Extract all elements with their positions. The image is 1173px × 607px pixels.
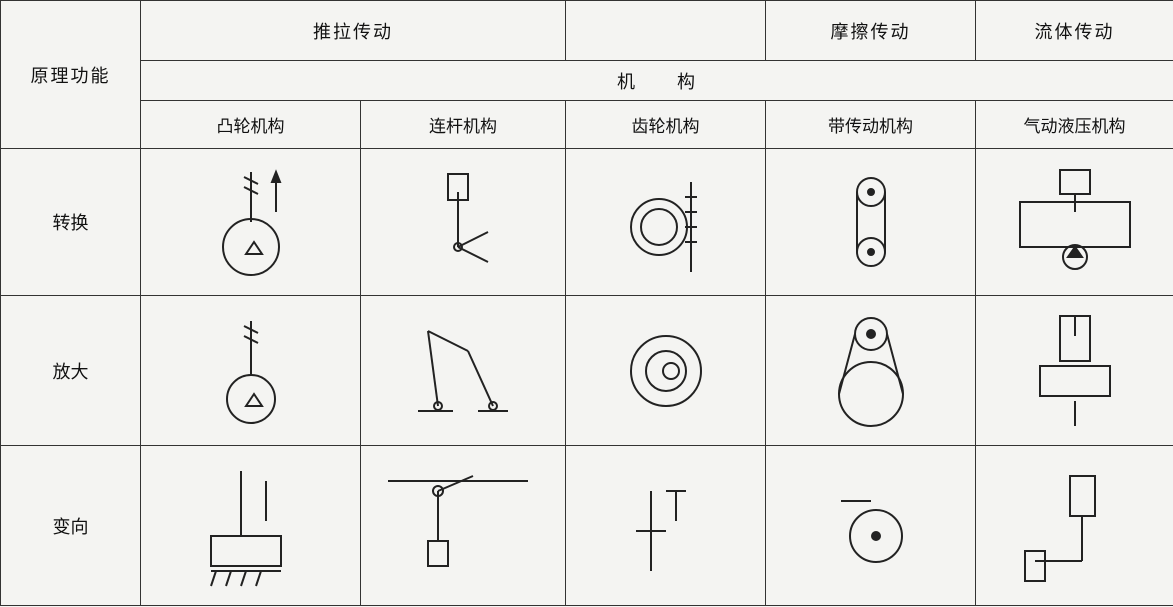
group-header: 摩擦传动 [765, 0, 976, 61]
belt-sketch [837, 316, 904, 427]
empty-cell [565, 0, 766, 61]
cam-sketch [221, 169, 281, 276]
sketch-cell [140, 295, 361, 446]
span-header: 机 构 [140, 60, 1173, 101]
sketch-cell [140, 148, 361, 296]
column-header: 连杆机构 [360, 100, 566, 149]
sketch-cell [975, 295, 1173, 446]
column-header: 齿轮机构 [565, 100, 766, 149]
linkage-sketch [447, 173, 489, 263]
sketch-cell [565, 295, 766, 446]
sketch-cell [765, 445, 976, 606]
sketch-cell [565, 445, 766, 606]
gear-rack-sketch [629, 182, 697, 272]
group-header: 推拉传动 [140, 0, 566, 61]
sketch-cell [975, 445, 1173, 606]
row-label: 变向 [0, 445, 141, 606]
sketch-cell [975, 148, 1173, 296]
sketch-cell [765, 148, 976, 296]
bevel-gear-sketch [635, 489, 686, 571]
linkage-sketch [388, 474, 528, 567]
cam-sketch [209, 470, 282, 586]
column-header: 凸轮机构 [140, 100, 361, 149]
gear-sketch [629, 334, 702, 407]
pneumatic-sketch [1018, 169, 1131, 270]
group-header: 流体传动 [975, 0, 1173, 61]
sketch-cell [360, 295, 566, 446]
column-header: 带传动机构 [765, 100, 976, 149]
row-label: 放大 [0, 295, 141, 446]
belt-sketch [855, 177, 886, 267]
cam-sketch [225, 320, 276, 424]
sketch-cell [765, 295, 976, 446]
sketch-cell [360, 445, 566, 606]
friction-wheel-sketch [840, 499, 903, 563]
hydraulic-sketch [1023, 474, 1096, 582]
sketch-cell [140, 445, 361, 606]
column-header: 气动液压机构 [975, 100, 1173, 149]
sketch-cell [360, 148, 566, 296]
linkage-sketch [418, 329, 508, 412]
row-label-header: 原理功能 [0, 0, 141, 149]
hydraulic-sketch [1038, 314, 1111, 426]
row-label: 转换 [0, 148, 141, 296]
sketch-cell [565, 148, 766, 296]
